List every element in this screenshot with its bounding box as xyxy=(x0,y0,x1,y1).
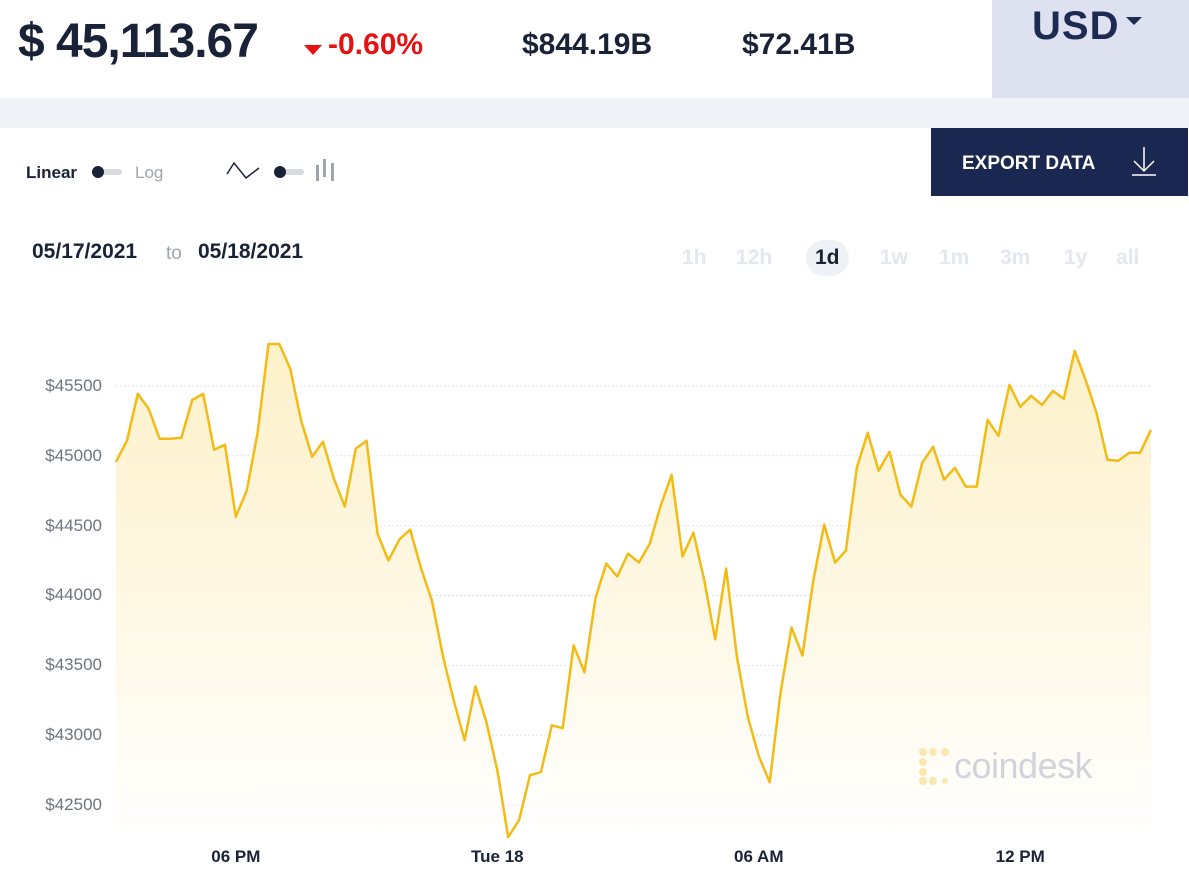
x-tick-label: 06 AM xyxy=(734,847,784,866)
range-3m[interactable]: 3m xyxy=(1000,246,1031,269)
scale-log-label[interactable]: Log xyxy=(135,163,164,182)
coindesk-logo-icon xyxy=(919,748,949,785)
export-data-button[interactable]: EXPORT DATA xyxy=(931,128,1188,196)
y-tick-label: $44000 xyxy=(45,585,102,605)
down-arrow-icon xyxy=(304,45,322,55)
line-chart-icon[interactable] xyxy=(224,156,264,186)
coindesk-watermark: coindesk xyxy=(918,745,1093,787)
y-tick-label: $43000 xyxy=(45,725,102,745)
market-cap: $844.19B xyxy=(522,28,653,61)
y-tick-label: $42500 xyxy=(45,795,102,815)
x-tick-label: 12 PM xyxy=(995,847,1045,866)
x-tick-label: 06 PM xyxy=(211,847,261,866)
chart-type-toggle[interactable] xyxy=(274,166,304,178)
scale-toggle[interactable] xyxy=(92,166,122,178)
toggle-knob xyxy=(274,166,286,178)
price-line xyxy=(114,342,1153,839)
price-area-fill xyxy=(116,344,1151,840)
range-1h[interactable]: 1h xyxy=(682,246,707,269)
y-tick-label: $44500 xyxy=(45,515,102,535)
date-separator: to xyxy=(166,243,182,264)
export-data-label: EXPORT DATA xyxy=(962,153,1096,174)
range-1m[interactable]: 1m xyxy=(939,246,970,269)
y-tick-label: $45500 xyxy=(45,375,102,395)
coindesk-wordmark: coindesk xyxy=(954,745,1093,786)
range-1w[interactable]: 1w xyxy=(880,246,909,269)
date-to[interactable]: 05/18/2021 xyxy=(198,240,304,263)
x-tick-label: Tue 18 xyxy=(471,847,524,866)
currency-label: USD xyxy=(1032,4,1120,48)
date-from[interactable]: 05/17/2021 xyxy=(32,240,138,263)
range-all[interactable]: all xyxy=(1116,246,1140,269)
divider-band xyxy=(0,98,1189,128)
price-change: -0.60% xyxy=(304,28,423,62)
y-tick-label: $45000 xyxy=(45,445,102,465)
currency-dropdown[interactable]: USD xyxy=(992,0,1189,98)
price-change-value: -0.60% xyxy=(328,28,424,61)
download-icon xyxy=(1132,147,1156,176)
range-1d[interactable]: 1d xyxy=(806,240,849,276)
volume: $72.41B xyxy=(742,28,856,61)
chevron-down-icon xyxy=(1126,17,1142,25)
range-1y[interactable]: 1y xyxy=(1064,246,1088,269)
current-price: $ 45,113.67 xyxy=(18,15,259,68)
bar-chart-icon[interactable] xyxy=(314,157,338,183)
y-tick-label: $43500 xyxy=(45,655,102,675)
price-header: $ 45,113.67 -0.60% $844.19B $72.41B USD xyxy=(0,0,1189,98)
range-12h[interactable]: 12h xyxy=(736,246,773,269)
toggle-knob xyxy=(92,166,104,178)
scale-linear-label[interactable]: Linear xyxy=(26,163,78,182)
